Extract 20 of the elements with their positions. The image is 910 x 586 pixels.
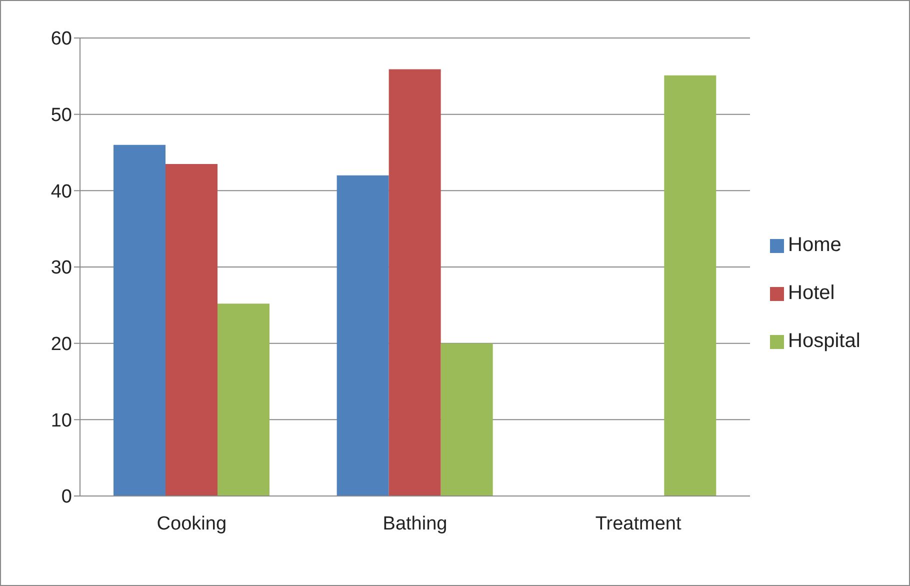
bar [440, 343, 493, 496]
y-tick-label: 30 [50, 258, 72, 279]
x-tick-label: Treatment [595, 513, 682, 534]
y-tick-label: 10 [50, 410, 72, 432]
bar [218, 304, 270, 496]
legend-label: Home [788, 234, 842, 256]
bar [664, 75, 716, 496]
x-tick-label: Bathing [382, 513, 448, 534]
bar [388, 69, 441, 496]
legend-label: Hospital [788, 330, 860, 352]
y-tick-label: 0 [61, 486, 72, 508]
y-tick-label: 60 [50, 28, 72, 50]
bar [166, 164, 218, 496]
x-tick-label: Cooking [156, 513, 227, 534]
y-tick-label: 40 [50, 181, 72, 202]
bar [114, 144, 166, 496]
y-tick-label: 20 [50, 334, 72, 356]
legend-label: Hotel [788, 282, 835, 304]
bar [336, 175, 389, 496]
y-tick-label: 50 [50, 105, 72, 126]
